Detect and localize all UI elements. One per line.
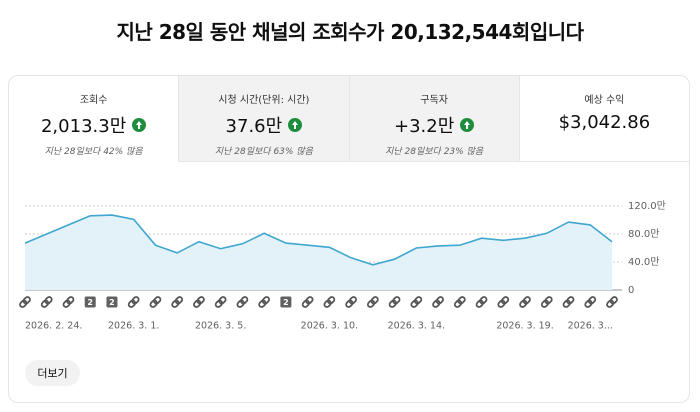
card-value: +3.2만 [393,116,455,137]
card-trend: 지난 28일보다 23% 많음 [385,147,484,157]
up-icon [132,118,147,132]
metric-card[interactable]: 구독자 +3.2만 지난 28일보다 23% 많음 [349,76,520,162]
up-icon [460,118,475,132]
metric-card[interactable]: 조회수 2,013.3만 지난 28일보다 42% 많음 [9,76,180,162]
card-value-row: 2,013.3만 [9,112,178,138]
card-label: 시청 시간(단위: 시간) [218,95,310,106]
more-button[interactable]: 더보기 [25,360,80,386]
card-value: 2,013.3만 [40,116,127,137]
card-value-row: $3,042.86 [520,112,689,133]
card-label: 조회수 [79,95,108,106]
card-trend: 지난 28일보다 42% 많음 [44,147,143,157]
card-value: 37.6만 [225,116,283,137]
metric-card[interactable]: 예상 수익 $3,042.86 [519,76,689,162]
page-title: 지난 28일 동안 채널의 조회수가 20,132,544회입니다 [116,20,584,44]
card-label: 예상 수익 [584,95,625,106]
card-label: 구독자 [420,95,448,106]
metric-card[interactable]: 시청 시간(단위: 시간) 37.6만 지난 28일보다 63% 많음 [179,76,350,162]
card-trend: 지난 28일보다 63% 많음 [214,147,313,157]
card-value-row: 37.6만 [179,112,348,138]
metric-cards: 조회수 2,013.3만 지난 28일보다 42% 많음 시청 시간(단위: 시… [9,76,689,162]
analytics-panel: 조회수 2,013.3만 지난 28일보다 42% 많음 시청 시간(단위: 시… [8,75,690,403]
card-value-row: +3.2만 [350,112,519,138]
up-icon [288,118,303,132]
card-value: $3,042.86 [558,112,651,133]
